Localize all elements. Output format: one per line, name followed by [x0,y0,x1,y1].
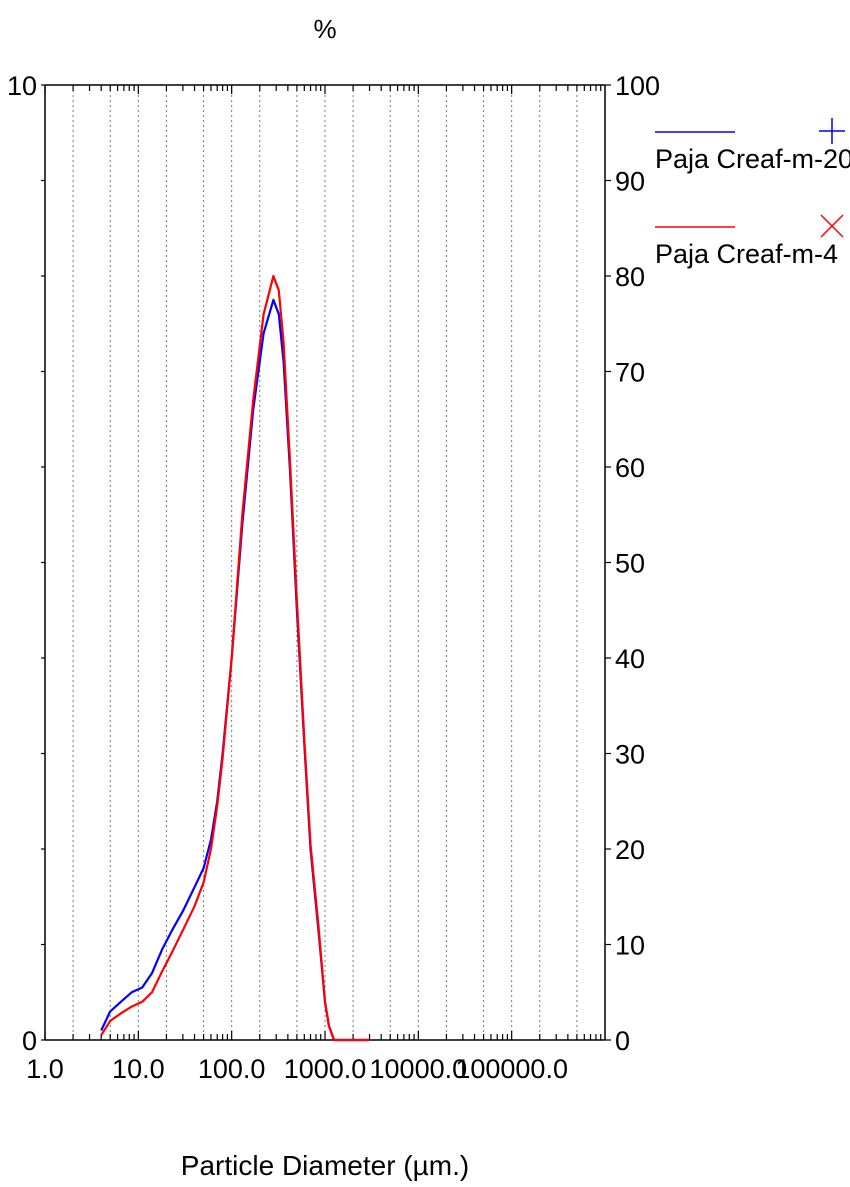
chart-axes [41,84,611,1041]
x-tick-label: 100.0 [198,1054,266,1084]
y-right-tick-label: 0 [615,1026,630,1056]
series-line-1 [100,298,370,1042]
legend-label-2: Paja Creaf-m-4 [655,239,838,269]
vertical-grid-lines [72,85,578,1040]
x-tick-label: 10000.0 [370,1054,468,1084]
chart-series [100,274,370,1042]
x-tick-label: 100000.0 [455,1054,568,1084]
y-left-tick-label: 10 [7,71,37,101]
x-tick-label: 10.0 [112,1054,165,1084]
y-left-tick-label: 0 [22,1026,37,1056]
y-right-tick-label: 30 [615,740,645,770]
y-right-tick-label: 100 [615,71,660,101]
y-right-tick-label: 80 [615,262,645,292]
y-right-tick-label: 10 [615,931,645,961]
x-tick-label: 1.0 [26,1054,64,1084]
series-line-2 [100,274,370,1042]
y-right-tick-label: 50 [615,549,645,579]
y-right-tick-label: 90 [615,167,645,197]
y-right-tick-label: 70 [615,358,645,388]
y-right-tick-label: 40 [615,644,645,674]
y-right-tick-label: 20 [615,835,645,865]
chart-title: % [313,14,336,44]
x-marker-icon [820,214,844,238]
x-tick-label: 1000.0 [284,1054,367,1084]
x-axis-label: Particle Diameter (µm.) [181,1150,469,1181]
tick-labels: 1.0 10.0 100.0 1000.0 10000.0100000.00100102… [7,71,660,1084]
legend-label-1: Paja Creaf-m-20 [655,144,850,174]
y-right-tick-label: 60 [615,453,645,483]
chart-legend: Paja Creaf-m-20 Paja Creaf-m-4 [655,118,850,269]
